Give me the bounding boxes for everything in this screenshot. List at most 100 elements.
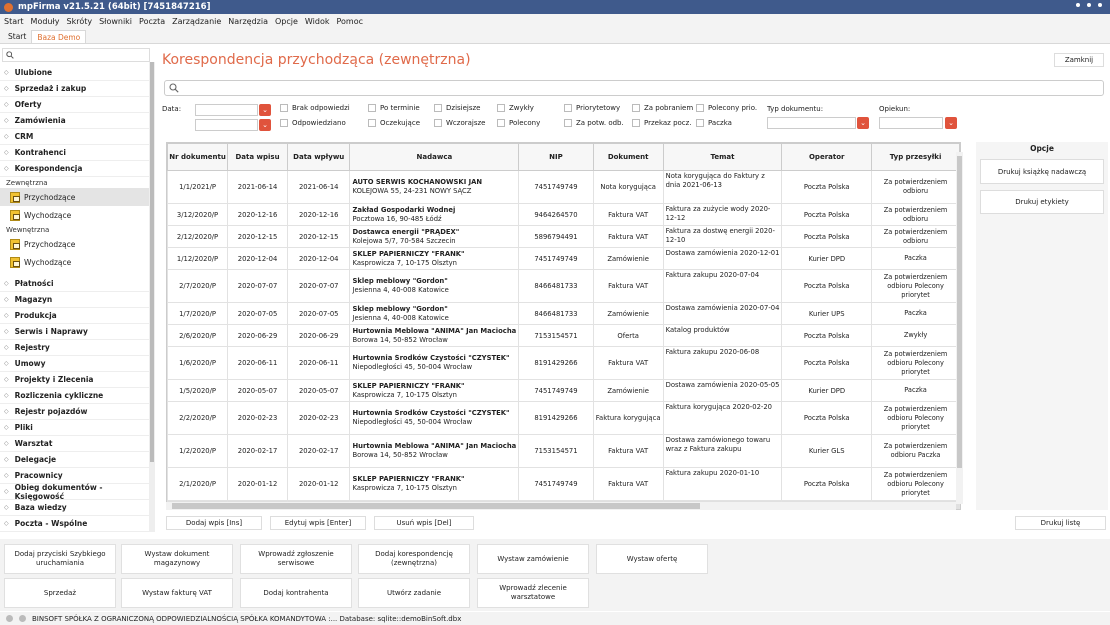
sidebar-section[interactable]: ◇ Baza wiedzy [0,500,152,516]
sidebar-section[interactable]: ◇ Rejestr pojazdów [0,404,152,420]
tab-baza-demo[interactable]: Baza Demo [31,30,87,43]
filter-checkbox[interactable]: Oczekujące [368,119,420,127]
sidebar-section[interactable]: ◇ Projekty i Zlecenia [0,372,152,388]
menu-item-2[interactable]: Skróty [66,17,93,26]
add-entry-button[interactable]: Dodaj wpis [Ins] [166,516,262,530]
quick-launch-button[interactable]: Utwórz zadanie [358,578,470,608]
menu-item-5[interactable]: Zarządzanie [172,17,222,26]
sidebar-section[interactable]: ◇ Zamówienia [0,113,152,129]
checkbox-box[interactable] [368,119,376,127]
quick-launch-button[interactable]: Dodaj przyciski Szybkiego uruchamiania [4,544,116,574]
sidebar-section[interactable]: ◇ Obieg dokumentów - Księgowość [0,483,152,501]
checkbox-box[interactable] [280,104,288,112]
date-to-dropdown[interactable]: ⌄ [259,119,271,131]
opiekun-select[interactable] [879,117,943,129]
sidebar-section[interactable]: ◇ Ulubione [0,65,152,81]
quick-launch-button[interactable]: Wprowadź zgłoszenie serwisowe [240,544,352,574]
checkbox-box[interactable] [368,104,376,112]
sidebar-item[interactable]: Wychodzące [0,253,152,271]
filter-checkbox[interactable]: Brak odpowiedzi [280,104,350,112]
menu-item-0[interactable]: Start [4,17,24,26]
column-header[interactable]: Dokument [592,143,664,171]
menu-item-9[interactable]: Pomoc [336,17,363,26]
filter-checkbox[interactable]: Wczorajsze [434,119,485,127]
sidebar-section[interactable]: ◇ Rejestry [0,340,152,356]
sidebar-item[interactable]: Przychodzące [0,235,152,253]
table-row[interactable]: 1/5/2020/P 2020-05-07 2020-05-07 SKLEP PAPI… [167,379,960,402]
filter-checkbox[interactable]: Zwykły [497,104,534,112]
column-header[interactable]: Data wpisu [227,143,288,171]
close-button[interactable]: Zamknij [1054,53,1104,67]
sidebar-section[interactable]: ◇ Oferty [0,97,152,113]
doc-type-dropdown[interactable]: ⌄ [857,117,869,129]
column-header[interactable]: Operator [781,143,873,171]
menu-item-1[interactable]: Moduły [30,17,60,26]
sidebar-section[interactable]: ◇ Magazyn [0,292,152,308]
filter-checkbox[interactable]: Odpowiedziano [280,119,346,127]
table-vertical-scrollbar[interactable] [956,152,963,504]
checkbox-box[interactable] [564,119,572,127]
sidebar-section[interactable]: ◇ Pracownicy [0,468,152,484]
filter-checkbox[interactable]: Polecony prio. [696,104,757,112]
window-controls[interactable] [1076,3,1102,7]
table-row[interactable]: 1/2/2020/P 2020-02-17 2020-02-17 Hurtownia … [167,434,960,468]
edit-entry-button[interactable]: Edytuj wpis [Enter] [270,516,366,530]
sidebar-scrollbar[interactable] [149,62,155,532]
sidebar-section[interactable]: ◇ Kontrahenci [0,145,152,161]
checkbox-box[interactable] [434,119,442,127]
sidebar-section[interactable]: ◇ Płatności [0,276,152,292]
table-row[interactable]: 2/12/2020/P 2020-12-15 2020-12-15 Dostawca … [167,225,960,248]
filter-checkbox[interactable]: Przekaz pocz. [632,119,692,127]
menu-item-6[interactable]: Narzędzia [228,17,268,26]
filter-checkbox[interactable]: Po terminie [368,104,420,112]
column-header[interactable]: Nadawca [349,143,520,171]
checkbox-box[interactable] [497,104,505,112]
filter-checkbox[interactable]: Za potw. odb. [564,119,624,127]
sidebar-item[interactable]: Wychodzące [0,206,152,224]
print-sender-book-button[interactable]: Drukuj książkę nadawczą [980,159,1104,184]
print-labels-button[interactable]: Drukuj etykiety [980,190,1104,214]
quick-launch-button[interactable]: Wystaw zamówienie [477,544,589,574]
checkbox-box[interactable] [497,119,505,127]
checkbox-box[interactable] [632,104,640,112]
delete-entry-button[interactable]: Usuń wpis [Del] [374,516,474,530]
sidebar-section[interactable]: ◇ Warsztat [0,436,152,452]
checkbox-box[interactable] [696,119,704,127]
table-row[interactable]: 3/12/2020/P 2020-12-16 2020-12-16 Zakład Go… [167,203,960,226]
sidebar-item[interactable]: Przychodzące [0,188,152,206]
date-to-input[interactable] [195,119,258,131]
table-horizontal-scrollbar[interactable] [166,502,956,510]
filter-checkbox[interactable]: Polecony [497,119,540,127]
filter-checkbox[interactable]: Priorytetowy [564,104,620,112]
quick-launch-button[interactable]: Wystaw dokument magazynowy [121,544,233,574]
print-list-button[interactable]: Drukuj listę [1015,516,1106,530]
date-from-input[interactable] [195,104,258,116]
table-row[interactable]: 1/7/2020/P 2020-07-05 2020-07-05 Sklep mebl… [167,302,960,325]
filter-checkbox[interactable]: Dzisiejsze [434,104,480,112]
quick-launch-button[interactable]: Dodaj kontrahenta [240,578,352,608]
menu-item-8[interactable]: Widok [304,17,330,26]
column-header[interactable]: NIP [518,143,594,171]
table-row[interactable]: 1/1/2021/P 2021-06-14 2021-06-14 AUTO SERWI… [167,170,960,204]
sidebar-section[interactable]: ◇ CRM [0,129,152,145]
sidebar-search-input[interactable] [2,48,150,62]
sidebar-section[interactable]: ◇ Delegacje [0,452,152,468]
quick-launch-button[interactable]: Wystaw fakturę VAT [121,578,233,608]
table-row[interactable]: 1/6/2020/P 2020-06-11 2020-06-11 Hurtownia … [167,346,960,380]
table-row[interactable]: 2/7/2020/P 2020-07-07 2020-07-07 Sklep mebl… [167,269,960,303]
menu-item-7[interactable]: Opcje [274,17,298,26]
checkbox-box[interactable] [696,104,704,112]
sidebar-section[interactable]: ◇ Produkcja [0,308,152,324]
checkbox-box[interactable] [564,104,572,112]
table-row[interactable]: 2/2/2020/P 2020-02-23 2020-02-23 Hurtownia … [167,401,960,435]
sidebar-section[interactable]: ◇ Sprzedaż i zakup [0,81,152,97]
checkbox-box[interactable] [280,119,288,127]
search-input[interactable] [164,80,1104,96]
tab-start[interactable]: Start [8,32,27,41]
column-header[interactable]: Nr dokumentu [167,143,229,171]
menu-item-3[interactable]: Słowniki [99,17,133,26]
sidebar-section[interactable]: ◇ Poczta - Wspólne [0,516,152,532]
sidebar-section[interactable]: ◇ Umowy [0,356,152,372]
checkbox-box[interactable] [632,119,640,127]
quick-launch-button[interactable]: Wystaw ofertę [596,544,708,574]
